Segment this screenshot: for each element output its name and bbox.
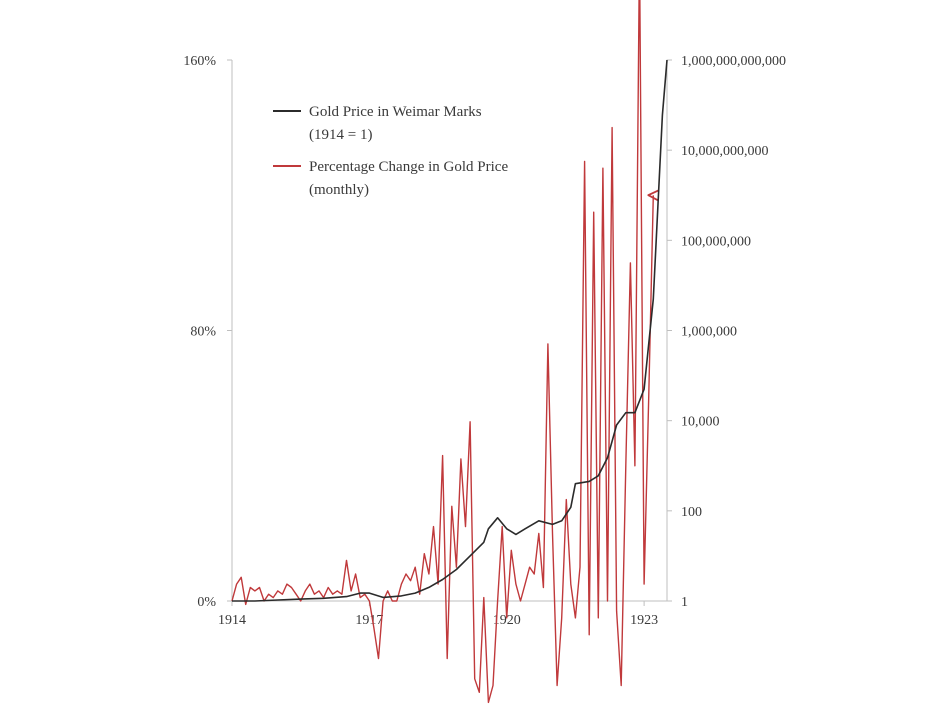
right-y-tick-label: 1,000,000 [681,325,737,340]
legend-label-percentage-change: Percentage Change in Gold Price [309,159,508,175]
left-y-tick-label: 160% [183,54,216,69]
x-tick-label: 1920 [493,613,521,628]
right-y-tick-label: 10,000 [681,415,720,430]
legend-label-gold-price: Gold Price in Weimar Marks [309,104,482,120]
left-y-tick-label: 0% [197,595,216,610]
right-y-tick-label: 1,000,000,000,000 [681,54,786,69]
x-tick-label: 1914 [218,613,246,628]
left-y-axis: 0% 80% 160% [183,54,232,610]
right-y-tick-label: 1 [681,595,688,610]
legend-sublabel-gold-price: (1914 = 1) [309,127,372,143]
x-axis: 1914 1917 1920 1923 [218,601,658,628]
series-line-percentage-change [231,0,653,704]
right-y-axis: 1 100 10,000 1,000,000 100,000,000 10,000,000… [667,54,786,610]
left-y-tick-label: 80% [190,325,216,340]
plot-area [231,0,668,704]
right-y-tick-label: 100 [681,505,702,520]
x-tick-label: 1923 [630,613,658,628]
series-line-gold-price [232,59,668,602]
legend-sublabel-percentage-change: (monthly) [309,182,369,198]
x-tick-label: 1917 [355,613,383,628]
right-y-tick-label: 100,000,000 [681,234,751,249]
right-y-tick-label: 10,000,000,000 [681,144,769,159]
legend: Gold Price in Weimar Marks (1914 = 1) Pe… [273,104,508,198]
